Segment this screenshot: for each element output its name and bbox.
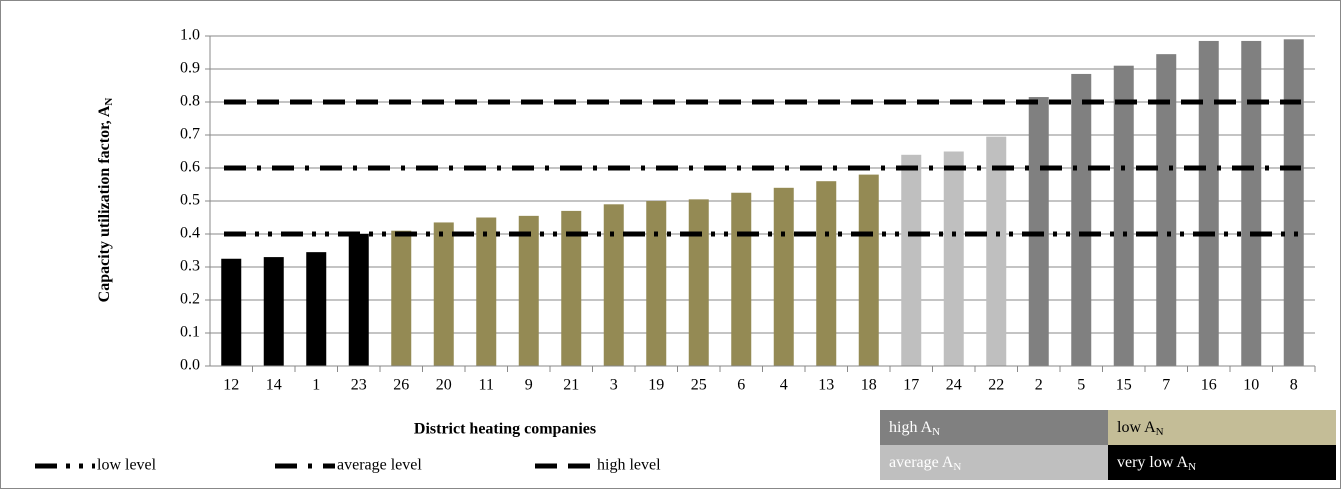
legend-cell-label: average AN: [889, 454, 961, 473]
bar: [986, 136, 1007, 366]
bar: [1156, 54, 1177, 367]
y-axis-label-sub: N: [103, 98, 115, 106]
bar: [1113, 65, 1134, 366]
x-tick-label: 23: [351, 377, 367, 394]
legend-cell-text: high A: [889, 419, 933, 436]
x-tick-label: 6: [737, 377, 745, 394]
y-tick-label: 0.2: [180, 291, 200, 308]
y-tick-label: 0.3: [180, 258, 200, 275]
bar: [858, 174, 879, 366]
x-tick-label: 10: [1243, 377, 1259, 394]
bar: [263, 257, 284, 366]
bar: [391, 230, 412, 366]
x-tick-label: 14: [266, 377, 282, 394]
x-tick-label: 11: [479, 377, 494, 394]
bar: [561, 210, 582, 366]
bar: [433, 222, 454, 366]
y-axis-label: Capacity utilization factor, AN: [96, 98, 115, 303]
bar: [518, 215, 539, 366]
bar: [773, 187, 794, 366]
x-tick-label: 3: [610, 377, 618, 394]
x-tick-label: 20: [436, 377, 452, 394]
bar: [476, 217, 497, 366]
bar: [1071, 73, 1092, 366]
legend-cell: [880, 410, 1108, 445]
bar: [603, 204, 624, 366]
x-tick-label: 13: [818, 377, 834, 394]
y-tick-label: 0.9: [180, 60, 200, 77]
y-axis-label-text: Capacity utilization factor, A: [96, 105, 113, 302]
x-tick-label: 22: [988, 377, 1004, 394]
bar: [688, 199, 709, 366]
x-tick-label: 1: [312, 377, 320, 394]
x-tick-label: 12: [223, 377, 239, 394]
y-tick-label: 0.0: [180, 357, 200, 374]
x-tick-label: 25: [691, 377, 707, 394]
legend-cell-text: low A: [1117, 419, 1156, 436]
x-tick-label: 7: [1162, 377, 1170, 394]
legend-cell: [1108, 410, 1336, 445]
legend-cell-label: high AN: [889, 419, 940, 438]
x-tick-label: 8: [1290, 377, 1298, 394]
x-tick-label: 26: [393, 377, 409, 394]
bar: [221, 258, 242, 366]
legend-label: low level: [97, 457, 157, 474]
legend-label: average level: [337, 457, 422, 474]
bar: [816, 181, 837, 366]
x-tick-label: 17: [903, 377, 919, 394]
y-tick-label: 0.7: [180, 126, 200, 143]
bar: [943, 151, 964, 366]
legend-cell-sub: N: [932, 426, 940, 438]
legend-cell-label: very low AN: [1117, 454, 1196, 473]
legend-label: high level: [597, 457, 661, 474]
x-tick-label: 9: [525, 377, 533, 394]
legend-cell-text: very low A: [1117, 454, 1189, 471]
legend-cell: [1108, 445, 1336, 480]
x-tick-label: 15: [1116, 377, 1132, 394]
legend-cell-text: average A: [889, 454, 954, 471]
x-axis-label: District heating companies: [414, 421, 596, 438]
x-tick-label: 24: [946, 377, 962, 394]
x-tick-label: 16: [1201, 377, 1217, 394]
legend-cell-sub: N: [953, 461, 961, 473]
bar: [1241, 40, 1262, 366]
y-tick-label: 0.1: [180, 324, 200, 341]
x-tick-label: 18: [861, 377, 877, 394]
y-tick-label: 0.5: [180, 192, 200, 209]
y-tick-label: 0.8: [180, 93, 200, 110]
x-tick-label: 5: [1077, 377, 1085, 394]
x-tick-label: 19: [648, 377, 664, 394]
y-tick-label: 1.0: [180, 27, 200, 44]
bar: [901, 154, 922, 366]
legend-cell-sub: N: [1156, 426, 1164, 438]
bar: [306, 252, 327, 366]
x-tick-label: 21: [563, 377, 579, 394]
legend-cell: [880, 445, 1108, 480]
bar: [731, 192, 752, 366]
bar: [348, 234, 369, 366]
y-tick-label: 0.4: [180, 225, 200, 242]
y-tick-label: 0.6: [180, 159, 200, 176]
bar: [1283, 39, 1304, 367]
legend-cell-sub: N: [1188, 461, 1196, 473]
bar: [1198, 40, 1219, 366]
legend-cell-label: low AN: [1117, 419, 1164, 438]
x-tick-label: 4: [780, 377, 788, 394]
x-tick-label: 2: [1035, 377, 1043, 394]
bar: [646, 201, 667, 366]
